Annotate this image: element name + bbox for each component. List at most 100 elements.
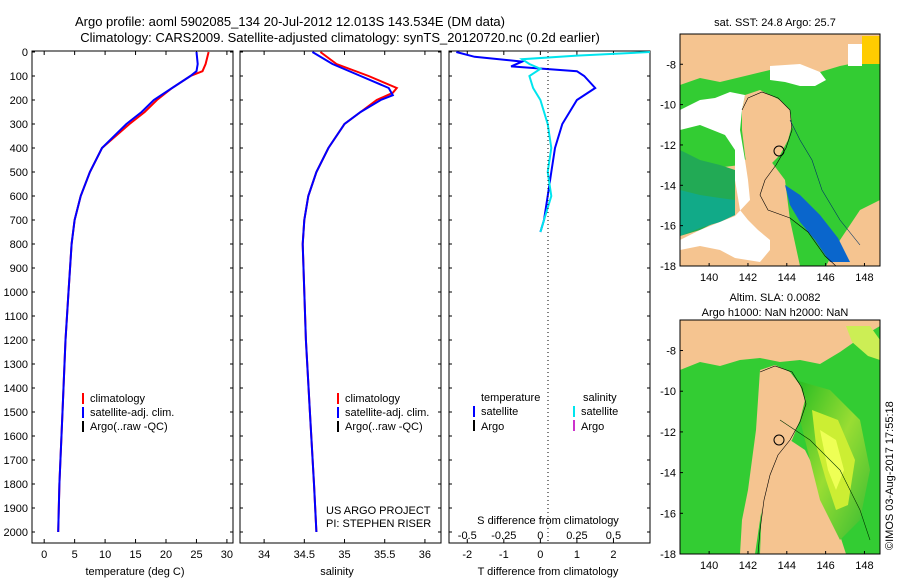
s-tick-label: 0.25 — [566, 530, 587, 542]
imos-timestamp: ©IMOS 03-Aug-2017 17:55:18 — [884, 401, 896, 550]
legend-argo-label: Argo(..raw -QC) — [345, 421, 423, 433]
x-tick-label: 5 — [72, 549, 78, 561]
sst-map-title: sat. SST: 24.8 Argo: 25.7 — [714, 17, 836, 29]
salinity-xlabel: salinity — [320, 566, 354, 578]
x-tick-label: 25 — [190, 549, 202, 561]
salinity-legend: climatology satellite-adj. clim. Argo(..… — [337, 393, 429, 433]
legend-s-argo-label: Argo — [581, 421, 604, 433]
sla-map-subtitle: Argo h1000: NaN h2000: NaN — [702, 307, 849, 319]
legend-salinity-title: salinity — [583, 392, 617, 404]
map-x-tick-label: 148 — [855, 272, 873, 284]
depth-tick-label: 1800 — [4, 479, 28, 491]
depth-tick-label: 600 — [10, 191, 28, 203]
salinity-x-axis: 34 34.5 35 35.5 36 — [258, 51, 431, 561]
x-tick-label: 20 — [160, 549, 172, 561]
x-tick-label: 15 — [129, 549, 141, 561]
depth-tick-label: 800 — [10, 239, 28, 251]
x-tick-label: 36 — [419, 549, 431, 561]
map-y-tick-label: -16 — [660, 508, 676, 520]
sst-map-frame — [679, 33, 881, 267]
depth-tick-label: 1700 — [4, 455, 28, 467]
map-y-tick-label: -14 — [660, 180, 676, 192]
temperature-climatology-line — [57, 51, 210, 533]
depth-tick-label: 1000 — [4, 287, 28, 299]
x-tick-label: -2 — [462, 549, 472, 561]
depth-tick-label: 0 — [22, 47, 28, 59]
difference-s-satellite-line — [519, 51, 651, 233]
map-y-tick-label: -10 — [660, 386, 676, 398]
map-x-tick-label: 144 — [778, 560, 796, 572]
legend-temperature-title: temperature — [481, 392, 540, 404]
temperature-satellite-line — [57, 51, 199, 533]
difference-series — [456, 51, 651, 233]
depth-tick-label: 1500 — [4, 407, 28, 419]
legend-satellite-label: satellite-adj. clim. — [345, 407, 429, 419]
depth-tick-label: 1900 — [4, 503, 28, 515]
sst-map-axes: 140 142 144 146 148 -8 -10 -12 -14 -16 -18 — [660, 59, 874, 284]
depth-tick-label: 1600 — [4, 431, 28, 443]
sst-map-image — [680, 34, 880, 266]
x-tick-label: 34.5 — [294, 549, 315, 561]
sla-map-frame — [679, 319, 881, 555]
map-x-tick-label: 144 — [778, 272, 796, 284]
x-tick-label: 0 — [41, 549, 47, 561]
map-y-tick-label: -18 — [660, 261, 676, 273]
depth-tick-label: 500 — [10, 167, 28, 179]
figure-title-line2: Climatology: CARS2009. Satellite-adjuste… — [80, 30, 600, 45]
legend-climatology-label: climatology — [90, 393, 146, 405]
legend-argo-label: Argo(..raw -QC) — [90, 421, 168, 433]
map-x-tick-label: 148 — [855, 560, 873, 572]
salinity-climatology-line — [301, 51, 399, 533]
legend-s-satellite-label: satellite — [581, 406, 618, 418]
depth-tick-label: 100 — [10, 71, 28, 83]
x-tick-label: 1 — [574, 549, 580, 561]
depth-tick-label: 300 — [10, 119, 28, 131]
depth-tick-label: 1200 — [4, 335, 28, 347]
x-tick-label: 34 — [258, 549, 270, 561]
difference-x-axis: -2 -1 0 1 2 -0.5 -0.25 0 0.25 0.5 — [458, 51, 621, 561]
figure-title-line1: Argo profile: aoml 5902085_134 20-Jul-20… — [75, 14, 505, 29]
map-x-tick-label: 140 — [700, 560, 718, 572]
map-x-tick-label: 142 — [739, 560, 757, 572]
sst-argo-marker — [773, 145, 785, 157]
depth-tick-label: 2000 — [4, 527, 28, 539]
map-y-tick-label: -8 — [666, 346, 676, 358]
x-tick-label: 35.5 — [374, 549, 395, 561]
temperature-legend: climatology satellite-adj. clim. Argo(..… — [82, 393, 174, 433]
sla-map-title: Altim. SLA: 0.0082 — [729, 292, 820, 304]
project-label: US ARGO PROJECT — [326, 505, 431, 517]
map-x-tick-label: 142 — [739, 272, 757, 284]
x-tick-label: 35 — [338, 549, 350, 561]
sla-map-image — [680, 320, 880, 554]
map-x-tick-label: 140 — [700, 272, 718, 284]
x-tick-label: -1 — [499, 549, 509, 561]
legend-satellite-label: satellite-adj. clim. — [90, 407, 174, 419]
temperature-x-axis: 0 5 10 15 20 25 30 — [41, 51, 233, 561]
depth-tick-label: 1300 — [4, 359, 28, 371]
legend-climatology-label: climatology — [345, 393, 401, 405]
depth-tick-label: 1100 — [4, 311, 28, 323]
difference-xlabel-top: S difference from climatology — [477, 515, 619, 527]
temperature-panel — [31, 50, 234, 544]
s-tick-label: -0.25 — [491, 530, 516, 542]
depth-tick-label: 400 — [10, 143, 28, 155]
s-tick-label: 0 — [537, 530, 543, 542]
salinity-series — [301, 51, 399, 533]
s-tick-label: -0.5 — [458, 530, 477, 542]
depth-tick-label: 900 — [10, 263, 28, 275]
x-tick-label: 10 — [99, 549, 111, 561]
depth-tick-label: 200 — [10, 95, 28, 107]
difference-xlabel: T difference from climatology — [478, 566, 619, 578]
x-tick-label: 0 — [537, 549, 543, 561]
map-x-tick-label: 146 — [816, 272, 834, 284]
salinity-satellite-line — [301, 51, 395, 533]
depth-tick-labels: 0 100 200 300 400 500 600 700 800 900 1000 1100 1200… — [4, 47, 650, 539]
map-x-tick-label: 146 — [816, 560, 834, 572]
map-y-tick-label: -10 — [660, 100, 676, 112]
sla-argo-marker — [773, 434, 785, 446]
map-y-tick-label: -8 — [666, 59, 676, 71]
depth-tick-label: 1400 — [4, 383, 28, 395]
temperature-series — [57, 51, 210, 533]
salinity-panel — [239, 50, 442, 544]
